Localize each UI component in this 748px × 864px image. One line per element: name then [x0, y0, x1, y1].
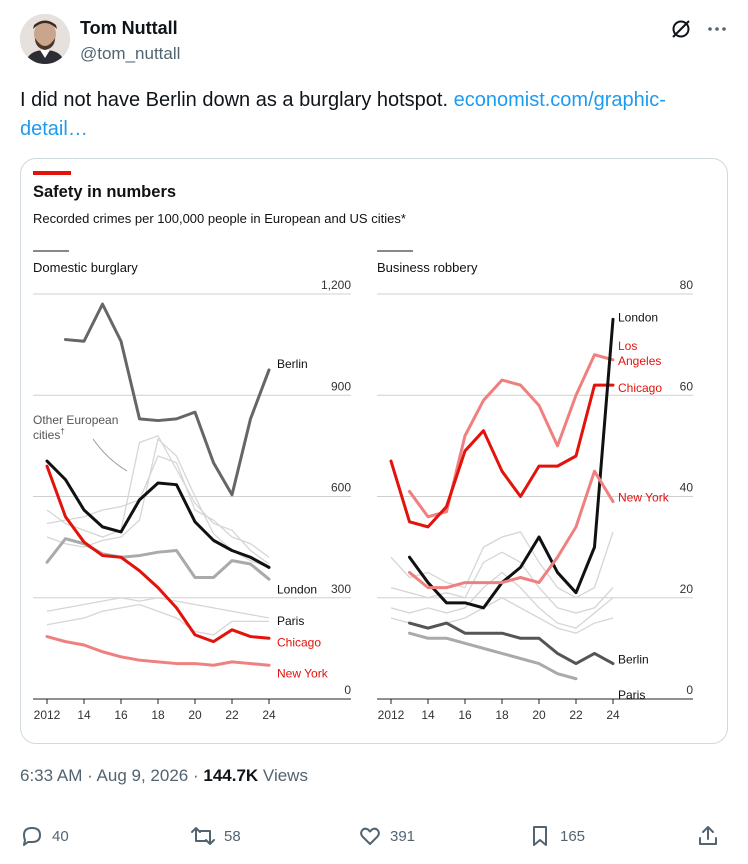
- other-cities-dagger: †: [60, 427, 64, 436]
- views-count: 144.7K: [203, 766, 259, 785]
- y-tick-label: 600: [331, 481, 351, 495]
- y-tick-label: 0: [686, 683, 693, 697]
- series-label-paris: Paris: [618, 688, 645, 702]
- background-series-line: [46, 455, 270, 558]
- series-label-chicago: Chicago: [618, 381, 662, 395]
- other-cities-label: Other European: [33, 413, 118, 427]
- avatar-image: [20, 14, 70, 64]
- series-line-chicago: [389, 383, 615, 529]
- series-label-london: London: [277, 582, 317, 596]
- y-tick-label: 60: [680, 379, 694, 393]
- series-label-berlin: Berlin: [277, 357, 308, 371]
- other-cities-label-2: cities†: [33, 427, 65, 442]
- grok-icon[interactable]: [670, 18, 692, 40]
- tweet-link[interactable]: economist.com/graphic-detail…: [20, 89, 666, 140]
- tweet-time[interactable]: 6:33 AM: [20, 766, 83, 785]
- bookmark-count: 165: [560, 827, 586, 845]
- y-tick-label: 900: [331, 379, 351, 393]
- series-label-berlin: Berlin: [618, 653, 649, 667]
- x-tick-label: 22: [225, 708, 239, 722]
- x-tick-label: 24: [262, 708, 276, 722]
- series-label-los-angeles: Los: [618, 339, 637, 353]
- series-line-los-angeles: [408, 353, 615, 519]
- x-tick-label: 14: [77, 708, 91, 722]
- x-tick-label: 20: [188, 708, 202, 722]
- chart-card[interactable]: Safety in numbers Recorded crimes per 10…: [20, 158, 728, 744]
- chart-panel-business-robbery: Business robbery 0 20 40 60 80 2012 14 16 18 20 22 2…: [377, 250, 694, 722]
- more-icon[interactable]: [706, 18, 728, 40]
- author-handle[interactable]: @tom_nuttall: [80, 44, 181, 63]
- series-line-new-york: [408, 469, 615, 590]
- background-series-line: [46, 603, 269, 636]
- series-label-paris: Paris: [277, 614, 304, 628]
- series-line-berlin: [64, 302, 271, 497]
- background-series-line: [46, 434, 270, 565]
- series-label-los-angeles: Angeles: [618, 354, 661, 368]
- series-line-chicago: [45, 464, 271, 644]
- share-icon: [699, 826, 717, 845]
- series-line-paris: [45, 537, 271, 581]
- chart-title: Safety in numbers: [33, 183, 176, 201]
- bookmark-icon: [533, 826, 547, 846]
- panel-title: Business robbery: [377, 260, 478, 275]
- x-tick-label: 14: [421, 708, 435, 722]
- series-label-new-york: New York: [277, 666, 329, 680]
- tweet-body: I did not have Berlin down as a burglary…: [20, 89, 454, 111]
- x-tick-label: 16: [114, 708, 128, 722]
- tweet-header: Tom Nuttall @tom_nuttall: [20, 14, 728, 66]
- repost-count: 58: [224, 827, 241, 845]
- y-tick-label: 20: [680, 582, 694, 596]
- share-button[interactable]: [696, 824, 720, 848]
- meta-separator-2: ·: [188, 766, 204, 785]
- x-tick-label: 20: [532, 708, 546, 722]
- bookmark-button[interactable]: 165: [528, 824, 585, 848]
- series-line-new-york: [45, 635, 271, 667]
- background-series-line: [390, 531, 614, 599]
- x-tick-label: 2012: [378, 708, 405, 722]
- other-cities-leader: [92, 438, 128, 472]
- y-tick-label: 300: [331, 582, 351, 596]
- series-label-new-york: New York: [618, 491, 670, 505]
- reply-count: 40: [52, 827, 69, 845]
- x-tick-label: 16: [458, 708, 472, 722]
- tweet-date[interactable]: Aug 9, 2026: [96, 766, 189, 785]
- series-label-chicago: Chicago: [277, 635, 321, 649]
- reply-button[interactable]: 40: [20, 824, 69, 848]
- x-tick-label: 2012: [34, 708, 61, 722]
- tweet-meta: 6:33 AM · Aug 9, 2026 · 144.7K Views: [20, 766, 308, 786]
- series-line-london: [408, 317, 615, 610]
- repost-button[interactable]: 58: [190, 824, 241, 848]
- series-line-paris: [408, 631, 578, 681]
- y-tick-label: 0: [344, 683, 351, 697]
- series-line-berlin: [408, 621, 615, 666]
- background-series-line: [46, 597, 270, 619]
- views-label: Views: [258, 766, 308, 785]
- chart-panel-domestic-burglary: Domestic burglary 0 300 600 900 1,200 2012 14 16…: [33, 250, 351, 722]
- background-series-line: [390, 551, 614, 614]
- series-line-london: [45, 459, 271, 569]
- y-tick-label: 1,200: [321, 278, 351, 292]
- like-count: 391: [390, 827, 416, 845]
- accent-bar: [33, 171, 71, 175]
- x-tick-label: 18: [495, 708, 509, 722]
- author-name[interactable]: Tom Nuttall: [80, 18, 178, 38]
- tweet-text: I did not have Berlin down as a burglary…: [20, 86, 728, 144]
- like-button[interactable]: 391: [358, 824, 415, 848]
- repost-icon: [191, 827, 215, 845]
- action-bar: 40 58 391 165: [20, 824, 728, 860]
- chart-graphic: Safety in numbers Recorded crimes per 10…: [33, 171, 694, 722]
- y-tick-label: 80: [680, 278, 694, 292]
- avatar[interactable]: [20, 14, 70, 64]
- y-tick-label: 40: [680, 481, 694, 495]
- background-series-line: [390, 571, 614, 629]
- reply-icon: [23, 827, 41, 846]
- meta-separator: ·: [82, 766, 97, 785]
- series-label-london: London: [618, 310, 658, 324]
- panel-title: Domestic burglary: [33, 260, 138, 275]
- like-icon: [360, 827, 380, 845]
- x-tick-label: 18: [151, 708, 165, 722]
- x-tick-label: 24: [606, 708, 620, 722]
- x-tick-label: 22: [569, 708, 583, 722]
- chart-subtitle: Recorded crimes per 100,000 people in Eu…: [33, 211, 406, 226]
